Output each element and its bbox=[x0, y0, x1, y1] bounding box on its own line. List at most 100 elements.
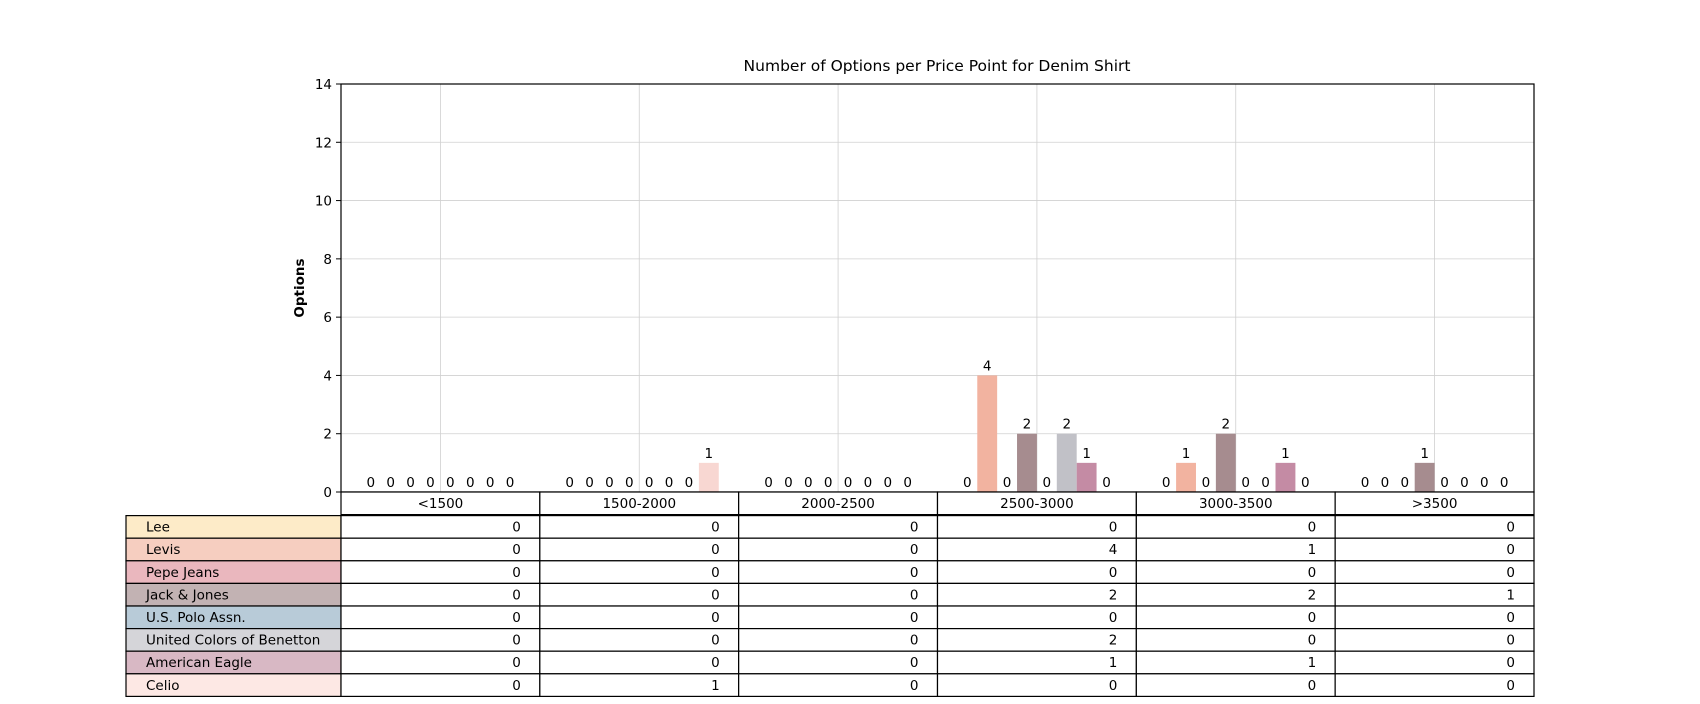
chart-title: Number of Options per Price Point for De… bbox=[744, 57, 1131, 75]
table-cell bbox=[936, 537, 1137, 562]
table-cell bbox=[738, 650, 939, 675]
bar-value-label: 1 bbox=[705, 446, 714, 462]
bar-value-label: 0 bbox=[466, 475, 475, 491]
bar-value-label: 2 bbox=[1062, 417, 1071, 433]
bar-value-label: 1 bbox=[1281, 446, 1290, 462]
table-cell-value: 0 bbox=[910, 587, 919, 603]
table-cell bbox=[1334, 560, 1535, 584]
bar-value-label: 0 bbox=[903, 475, 912, 491]
bar-american-eagle-3000-3500 bbox=[1275, 462, 1296, 492]
table-cell bbox=[936, 582, 1137, 607]
table-cell-value: 0 bbox=[1109, 520, 1118, 536]
table-cell bbox=[539, 605, 740, 630]
bar-value-label: 0 bbox=[1162, 475, 1171, 491]
bar-jack-jones-2500-3000 bbox=[1017, 433, 1037, 492]
bar-value-label: 0 bbox=[1440, 475, 1449, 491]
bar-value-label: 1 bbox=[1420, 446, 1429, 462]
table-cell-value: 0 bbox=[1109, 565, 1118, 581]
table-cell-value: 0 bbox=[1506, 565, 1515, 581]
table-cell-value: 0 bbox=[711, 587, 720, 603]
table-cell bbox=[1135, 650, 1336, 675]
bar-value-label: 0 bbox=[1003, 475, 1012, 491]
table-cell bbox=[1334, 514, 1535, 539]
bar-value-label: 0 bbox=[406, 475, 415, 491]
y-tick-label: 4 bbox=[323, 368, 332, 384]
table-cell-value: 0 bbox=[1109, 610, 1118, 626]
table-cell-value: 0 bbox=[1506, 610, 1515, 626]
table-cell-value: 0 bbox=[711, 610, 720, 626]
table-cell bbox=[340, 514, 541, 539]
bar-value-label: 0 bbox=[1043, 475, 1052, 491]
table-cell bbox=[1334, 627, 1535, 652]
bar-celio-1500-2000 bbox=[698, 462, 719, 492]
table-cell bbox=[738, 582, 939, 607]
table-cell bbox=[539, 650, 740, 675]
bar-value-label: 0 bbox=[446, 475, 455, 491]
bar-levis-2500-3000 bbox=[977, 375, 998, 492]
table-cell bbox=[1135, 605, 1336, 630]
table-cell bbox=[1135, 627, 1336, 652]
table-cell bbox=[539, 673, 740, 697]
table-cell bbox=[1135, 582, 1336, 607]
table-column-label: <1500 bbox=[418, 496, 464, 512]
table-cell bbox=[1135, 673, 1336, 697]
table-cell bbox=[1135, 537, 1336, 562]
table-cell-value: 0 bbox=[512, 633, 521, 649]
table-cell-value: 0 bbox=[512, 565, 521, 581]
y-axis-label: Options bbox=[292, 258, 308, 317]
bar-value-label: 0 bbox=[625, 475, 634, 491]
bar-value-label: 0 bbox=[883, 475, 892, 491]
table-cell-value: 0 bbox=[512, 520, 521, 536]
table-column-label: >3500 bbox=[1412, 496, 1458, 512]
table-cell-value: 1 bbox=[1308, 655, 1317, 671]
bar-value-label: 0 bbox=[1301, 475, 1310, 491]
table-cell-value: 0 bbox=[1506, 633, 1515, 649]
table-cell bbox=[738, 560, 939, 584]
table-cell bbox=[1135, 560, 1336, 584]
table-cell-value: 0 bbox=[1308, 610, 1317, 626]
table-column-label: 3000-3500 bbox=[1199, 496, 1273, 512]
table-cell-value: 2 bbox=[1109, 587, 1118, 603]
bar-value-label: 0 bbox=[1361, 475, 1370, 491]
table-cell-value: 1 bbox=[1506, 587, 1515, 603]
bar-value-label: 0 bbox=[1241, 475, 1250, 491]
y-tick-label: 6 bbox=[323, 310, 332, 326]
bar-value-label: 0 bbox=[1381, 475, 1390, 491]
table-cell bbox=[936, 673, 1137, 697]
bar-value-label: 0 bbox=[386, 475, 395, 491]
table-header-cell bbox=[1334, 491, 1535, 516]
bar-value-label: 0 bbox=[804, 475, 813, 491]
y-tick-label: 0 bbox=[323, 485, 332, 501]
table-cell bbox=[340, 560, 541, 584]
table-cell bbox=[1334, 582, 1535, 607]
table-cell-value: 0 bbox=[512, 678, 521, 694]
table-cell-value: 0 bbox=[711, 565, 720, 581]
table-row-label: Pepe Jeans bbox=[146, 565, 219, 581]
bar-value-label: 0 bbox=[605, 475, 614, 491]
bar-value-label: 0 bbox=[486, 475, 495, 491]
table-cell-value: 0 bbox=[1308, 520, 1317, 536]
y-tick-label: 14 bbox=[315, 77, 332, 93]
bar-value-label: 0 bbox=[864, 475, 873, 491]
table-cell-value: 0 bbox=[1109, 678, 1118, 694]
table-cell bbox=[936, 514, 1137, 539]
table-cell bbox=[340, 537, 541, 562]
table-column-label: 2500-3000 bbox=[1000, 496, 1074, 512]
table-column-label: 2000-2500 bbox=[801, 496, 875, 512]
table-row-label: Celio bbox=[146, 678, 180, 694]
bar-value-label: 0 bbox=[1202, 475, 1211, 491]
table-cell bbox=[1334, 650, 1535, 675]
table-cell-value: 0 bbox=[1506, 678, 1515, 694]
table-cell-value: 0 bbox=[1506, 520, 1515, 536]
table-cell-value: 0 bbox=[1308, 678, 1317, 694]
table-cell bbox=[340, 605, 541, 630]
table-cell bbox=[936, 605, 1137, 630]
table-row-label: U.S. Polo Assn. bbox=[146, 610, 246, 626]
bar-value-label: 1 bbox=[1082, 446, 1091, 462]
table-cell bbox=[1135, 514, 1336, 539]
table-cell bbox=[340, 627, 541, 652]
bar-value-label: 0 bbox=[764, 475, 773, 491]
table-cell bbox=[738, 627, 939, 652]
bar-american-eagle-2500-3000 bbox=[1076, 462, 1097, 492]
